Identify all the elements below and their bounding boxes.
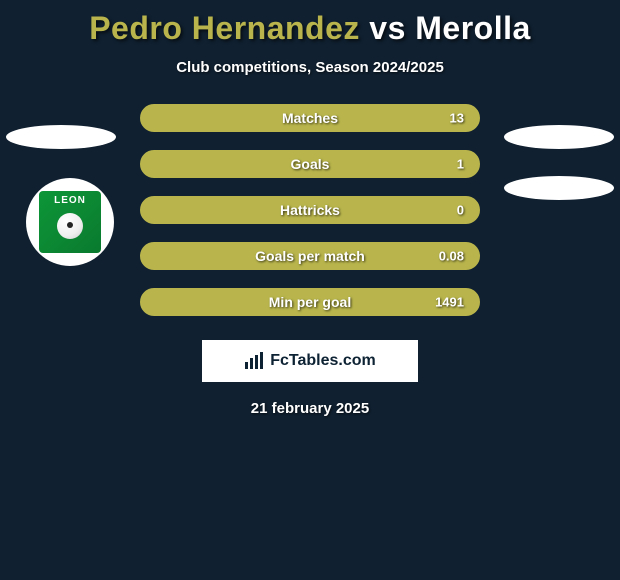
stat-value: 1 [457, 157, 464, 172]
soccer-ball-icon [57, 213, 83, 239]
player2-name: Merolla [415, 10, 531, 46]
team-badge: LEON [26, 178, 114, 266]
player2-badge-placeholder-2 [504, 176, 614, 200]
stat-row-matches: Matches 13 [140, 104, 480, 132]
vs-label: vs [369, 10, 406, 46]
stat-value: 13 [450, 111, 464, 126]
stat-label: Min per goal [269, 294, 351, 310]
player1-name: Pedro Hernandez [89, 10, 360, 46]
stat-label: Goals [291, 156, 330, 172]
stat-row-hattricks: Hattricks 0 [140, 196, 480, 224]
player1-badge-placeholder [6, 125, 116, 149]
date-label: 21 february 2025 [251, 400, 369, 417]
stat-value: 0.08 [439, 249, 464, 264]
stat-row-goals-per-match: Goals per match 0.08 [140, 242, 480, 270]
team-badge-inner: LEON [39, 191, 101, 253]
stat-value: 1491 [435, 295, 464, 310]
stat-label: Goals per match [255, 248, 365, 264]
player2-badge-placeholder-1 [504, 125, 614, 149]
stat-row-min-per-goal: Min per goal 1491 [140, 288, 480, 316]
subtitle: Club competitions, Season 2024/2025 [176, 59, 444, 76]
branding-link[interactable]: FcTables.com [202, 340, 418, 382]
stat-value: 0 [457, 203, 464, 218]
stat-label: Hattricks [280, 202, 340, 218]
stat-row-goals: Goals 1 [140, 150, 480, 178]
stat-label: Matches [282, 110, 338, 126]
page-title: Pedro Hernandez vs Merolla [89, 10, 531, 47]
team-name: LEON [54, 195, 86, 206]
chart-icon [244, 352, 264, 370]
branding-text: FcTables.com [270, 352, 376, 370]
